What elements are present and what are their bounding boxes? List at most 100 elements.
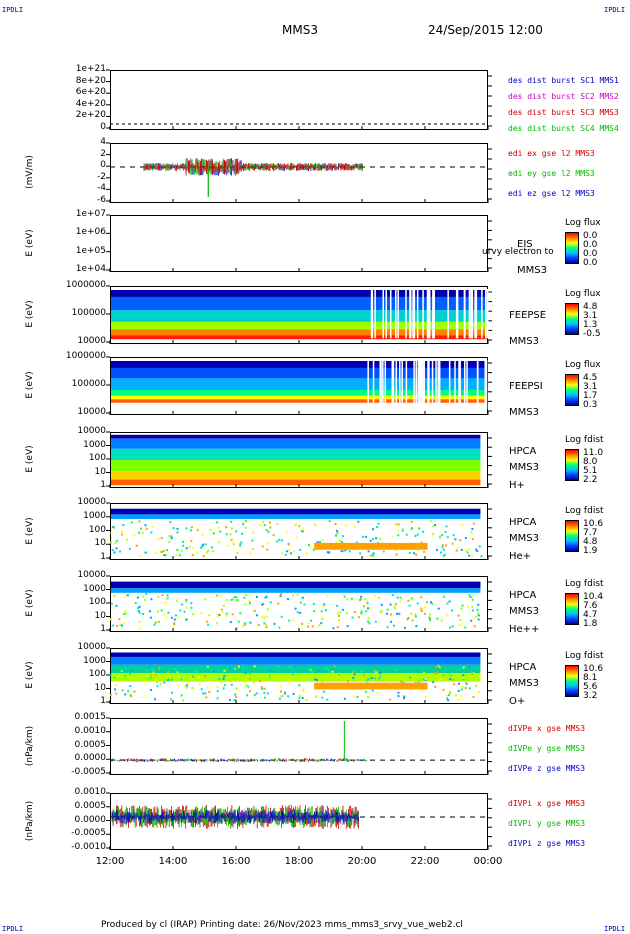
spectrogram-pixel	[459, 539, 462, 542]
data-gap	[432, 289, 434, 339]
spectrogram-pixel	[232, 541, 235, 544]
spectrogram-pixel	[175, 599, 178, 602]
spectrogram-pixel	[466, 551, 469, 554]
spectrogram-pixel	[296, 611, 299, 614]
instrument-label: EIS	[517, 239, 533, 250]
spectrogram-pixel	[178, 554, 181, 557]
data-gap	[422, 289, 424, 339]
plot-edi	[110, 158, 488, 197]
spectrogram-pixel	[340, 541, 343, 544]
spectrogram-pixel	[356, 695, 359, 698]
y-tick-label: 10000	[77, 426, 106, 436]
spectrogram-pixel	[446, 697, 449, 700]
spectrogram-pixel	[223, 684, 226, 687]
spectrogram-pixel	[464, 537, 467, 540]
spectrogram-pixel	[173, 623, 176, 626]
spectrogram-pixel	[440, 551, 443, 554]
spectrogram-pixel	[234, 667, 237, 670]
spectrogram-pixel	[372, 538, 375, 541]
y-tick-label: 10000	[77, 642, 106, 652]
spectrogram-pixel	[248, 678, 251, 681]
spectrogram-pixel	[244, 520, 247, 523]
spectrogram-pixel	[453, 683, 456, 686]
spectrogram-pixel	[367, 550, 370, 553]
spectrogram-pixel	[365, 690, 368, 693]
data-gap	[474, 289, 476, 339]
spectrogram-pixel	[151, 525, 154, 528]
spectrogram-pixel	[457, 682, 460, 685]
spectrogram-pixel	[180, 549, 183, 552]
spectrogram-pixel	[124, 667, 127, 670]
spectrogram-pixel	[312, 602, 315, 605]
spectrogram-pixel	[140, 527, 143, 530]
spectrogram-pixel	[395, 668, 398, 671]
plot-dpi	[110, 804, 488, 829]
spectrogram-pixel	[438, 666, 441, 669]
plot-dpe	[110, 721, 488, 763]
spectrogram-pixel	[423, 550, 426, 553]
colorbar-value: 10.6	[583, 664, 604, 674]
spectrogram-pixel	[468, 665, 471, 668]
corner-br: IPDLI	[604, 925, 626, 933]
spectrogram-pixel	[127, 690, 130, 693]
spectrogram-pixel	[125, 612, 128, 615]
spectrogram-pixel	[353, 610, 356, 613]
spectrogram-pixel	[164, 554, 167, 557]
spectrogram-pixel	[469, 595, 472, 598]
spectrogram-pixel	[378, 677, 381, 680]
spectrogram-pixel	[115, 604, 118, 607]
spectrogram-band	[111, 656, 481, 665]
spectrogram-pixel	[432, 681, 435, 684]
spectrogram-pixel	[398, 612, 401, 615]
plot-hpcao	[110, 652, 481, 702]
spectrogram-pixel	[449, 691, 452, 694]
spectrogram-pixel	[306, 625, 309, 628]
spectrogram-pixel	[298, 694, 301, 697]
spectrogram-pixel	[326, 594, 329, 597]
spectrogram-pixel	[204, 543, 207, 546]
spectrogram-pixel	[314, 523, 317, 526]
data-gap	[389, 289, 392, 339]
spectrogram-pixel	[292, 619, 295, 622]
colorbar-value: 11.0	[583, 448, 604, 458]
spectrogram-pixel	[170, 535, 173, 538]
spectrogram-pixel	[395, 553, 398, 556]
spectrogram-pixel	[353, 525, 356, 528]
spectrogram-pixel	[190, 526, 193, 529]
instrument-label: MMS3	[509, 462, 539, 473]
spectrogram-pixel	[410, 520, 413, 523]
spectrogram-pixel	[142, 595, 145, 598]
spectrogram-pixel	[410, 527, 413, 530]
spectrogram-pixel	[141, 531, 144, 534]
spectrogram-pixel	[153, 623, 156, 626]
spectrogram-pixel	[379, 675, 382, 678]
spectrogram-pixel	[173, 668, 176, 671]
spectrogram-pixel	[370, 677, 373, 680]
spectrogram-pixel	[288, 619, 291, 622]
spectrogram-pixel	[182, 544, 185, 547]
spectrogram-pixel	[420, 541, 423, 544]
data-gap	[435, 360, 437, 410]
spectrogram-pixel	[478, 545, 481, 548]
legend-entry: dIVPe y gse MMS3	[508, 744, 586, 753]
spectrogram-pixel	[359, 552, 362, 555]
spectrogram-pixel	[231, 613, 234, 616]
spectrogram-pixel	[154, 674, 157, 677]
spectrogram-pixel	[401, 528, 404, 531]
data-gap	[481, 289, 483, 339]
spectrogram-pixel	[305, 699, 308, 702]
y-tick-label: 10000	[77, 570, 106, 580]
instrument-label: MMS3	[509, 606, 539, 617]
data-gap	[456, 289, 459, 339]
spectrogram-pixel	[157, 595, 160, 598]
spectrogram-pixel	[264, 596, 267, 599]
spectrogram-pixel	[414, 615, 417, 618]
spectrogram-pixel	[176, 531, 179, 534]
spectrogram-pixel	[222, 604, 225, 607]
spectrogram-pixel	[462, 666, 465, 669]
spectrogram-pixel	[248, 672, 251, 675]
y-tick-label: -0.0005	[71, 767, 106, 777]
plot-hpcah	[111, 434, 481, 486]
spectrogram-pixel	[284, 553, 287, 556]
spectrogram-pixel	[239, 612, 242, 615]
